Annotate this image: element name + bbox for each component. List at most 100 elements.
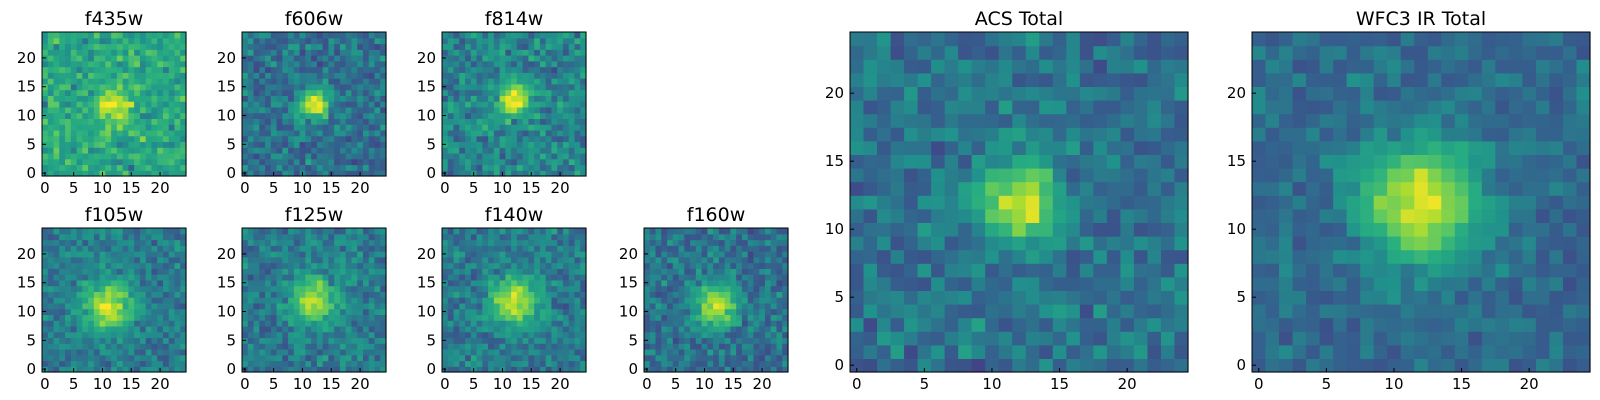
heatmap-cell [1160,358,1176,373]
heatmap-cell [528,325,535,333]
heatmap-cell [116,325,124,333]
heatmap-cell [93,89,101,96]
heatmap-cell [545,348,553,356]
heatmap-cell [345,291,353,298]
heatmap-cell [747,228,755,235]
heatmap-cell [99,118,106,125]
heatmap-cell [718,233,726,241]
heatmap-cell [557,101,564,108]
heatmap-cell [528,89,535,96]
heatmap-cell [162,245,170,252]
heatmap-cell [151,118,158,125]
heatmap-cell [259,337,266,344]
heatmap-cell [59,251,66,258]
heatmap-cell [76,274,83,281]
heatmap-cell [253,89,260,96]
heatmap-cell [145,256,153,264]
heatmap-cell [516,106,524,114]
heatmap-cell [488,354,495,362]
heatmap-cell [741,348,749,356]
heatmap-cell [345,72,353,79]
heatmap-cell [568,95,576,102]
heatmap-cell [53,158,60,166]
heatmap-cell [345,233,353,241]
heatmap-cell [453,274,460,281]
heatmap-cell [465,262,472,269]
heatmap-cell [568,55,576,62]
heatmap-cell [557,291,564,298]
heatmap-cell [551,268,558,275]
heatmap-cell [328,285,335,292]
heatmap-cell [305,43,312,50]
heatmap-cell [580,331,587,339]
heatmap-cell [162,135,170,143]
heatmap-cell [311,308,318,315]
heatmap-cell [116,337,124,344]
heatmap-cell [47,135,55,143]
heatmap-cell [168,129,176,137]
heatmap-cell [476,147,483,154]
heatmap-cell [368,112,376,119]
heatmap-cell [678,251,685,258]
heatmap-cell [162,331,170,339]
heatmap-cell [345,360,353,367]
heatmap-cell [877,249,892,264]
heatmap-cell [116,101,124,108]
heatmap-cell [122,78,129,85]
heatmap-cell [316,135,324,143]
heatmap-cell [562,354,570,362]
heatmap-cell [247,314,255,321]
heatmap-cell [265,72,272,79]
heatmap-cell [305,66,312,73]
heatmap-cell [470,147,478,154]
heatmap-cell [465,256,472,264]
heatmap-cell [93,337,101,344]
heatmap-cell [293,49,301,56]
heatmap-cell [93,366,101,373]
heatmap-cell [242,268,249,275]
heatmap-cell [505,360,512,367]
heatmap-cell [741,360,749,367]
heatmap-cell [985,222,1000,237]
heatmap-cell [180,354,187,362]
heatmap-cell [374,348,381,356]
heatmap-cell [145,228,153,235]
heatmap-cell [505,49,512,56]
heatmap-cell [70,268,78,275]
heatmap-cell [134,331,141,339]
heatmap-cell [259,268,266,275]
heatmap-cell [139,32,147,39]
heatmap-cell [265,66,272,73]
heatmap-cell [1066,344,1081,359]
heatmap-cell [351,302,358,310]
heatmap-cell [730,354,737,362]
heatmap-cell [180,112,187,119]
heatmap-cell [863,168,878,183]
heatmap-cell [551,331,558,339]
heatmap-cell [345,89,353,96]
heatmap-cell [470,354,478,362]
heatmap-cell [168,152,176,160]
heatmap-cell [690,360,697,367]
heatmap-cell [528,343,535,350]
x-tick-label: 0 [240,375,250,393]
heatmap-cell [644,297,651,304]
heatmap-cell [476,251,483,258]
heatmap-cell [1079,344,1094,359]
heatmap-cell [511,302,518,310]
heatmap-cell [368,89,376,96]
heatmap-cell [162,320,170,327]
heatmap-cell [476,268,483,275]
heatmap-cell [334,256,341,264]
heatmap-cell [505,228,512,235]
heatmap-cell [134,262,141,269]
heatmap-cell [1079,276,1094,291]
heatmap-cell [678,366,685,373]
heatmap-cell [505,302,512,310]
heatmap-cell [299,95,306,102]
heatmap-cell [511,343,518,350]
heatmap-cell [288,297,295,304]
heatmap-cell [305,147,312,154]
heatmap-cell [649,325,657,333]
heatmap-cell [557,32,564,39]
